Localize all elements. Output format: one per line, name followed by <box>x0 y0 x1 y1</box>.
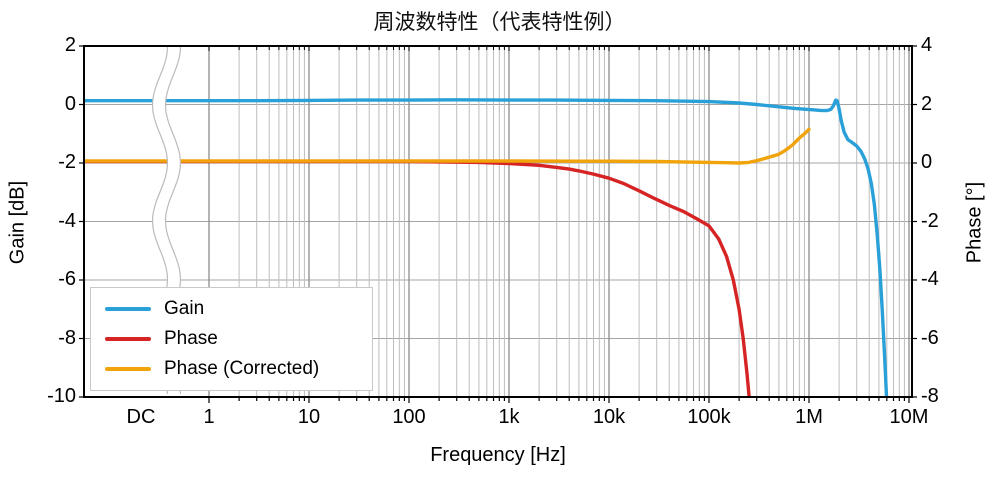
legend-item: Gain <box>105 298 372 320</box>
phase-tick-label--8: -8 <box>921 385 939 407</box>
gain-tick-label-2: 2 <box>64 34 76 56</box>
x-tick-label-100k: 100k <box>687 406 731 428</box>
x-tick-label-10: 10 <box>297 406 321 428</box>
x-tick-label-10M: 10M <box>889 406 929 428</box>
x-tick-label-1M: 1M <box>795 406 823 428</box>
legend-line-sample <box>105 337 151 341</box>
phase-tick-label--2: -2 <box>921 209 939 232</box>
legend-item: Phase (Corrected) <box>105 358 372 380</box>
gain-tick-label--8: -8 <box>58 326 76 349</box>
gain-tick-label--10: -10 <box>47 385 76 407</box>
legend-label: Phase <box>164 328 218 349</box>
legend: Gain Phase Phase (Corrected) <box>90 287 373 391</box>
x-tick-label-DC: DC <box>126 406 156 428</box>
gain-tick-label--4: -4 <box>58 209 76 232</box>
legend-line-sample <box>105 307 151 311</box>
phase-tick-label-4: 4 <box>921 34 933 56</box>
x-tick-label-1: 1 <box>203 406 215 428</box>
x-tick-label-1k: 1k <box>498 406 520 428</box>
legend-line-sample <box>105 367 151 371</box>
legend-label: Gain <box>164 298 205 319</box>
x-tick-label-100: 100 <box>392 406 426 428</box>
gain-tick-label--2: -2 <box>58 151 76 173</box>
gain-tick-label-0: 0 <box>64 92 76 115</box>
x-tick-label-10k: 10k <box>592 406 626 428</box>
phase-tick-label-2: 2 <box>921 92 933 115</box>
legend-label: Phase (Corrected) <box>164 358 320 379</box>
phase-tick-label--6: -6 <box>921 326 939 349</box>
phase-tick-label-0: 0 <box>921 151 933 173</box>
phase-tick-label--4: -4 <box>921 268 939 290</box>
x-axis-title: Frequency [Hz] <box>430 444 566 466</box>
chart-title: 周波数特性（代表特性例） <box>373 11 626 34</box>
gain-tick-label--6: -6 <box>58 268 76 290</box>
legend-item: Phase <box>105 328 372 350</box>
